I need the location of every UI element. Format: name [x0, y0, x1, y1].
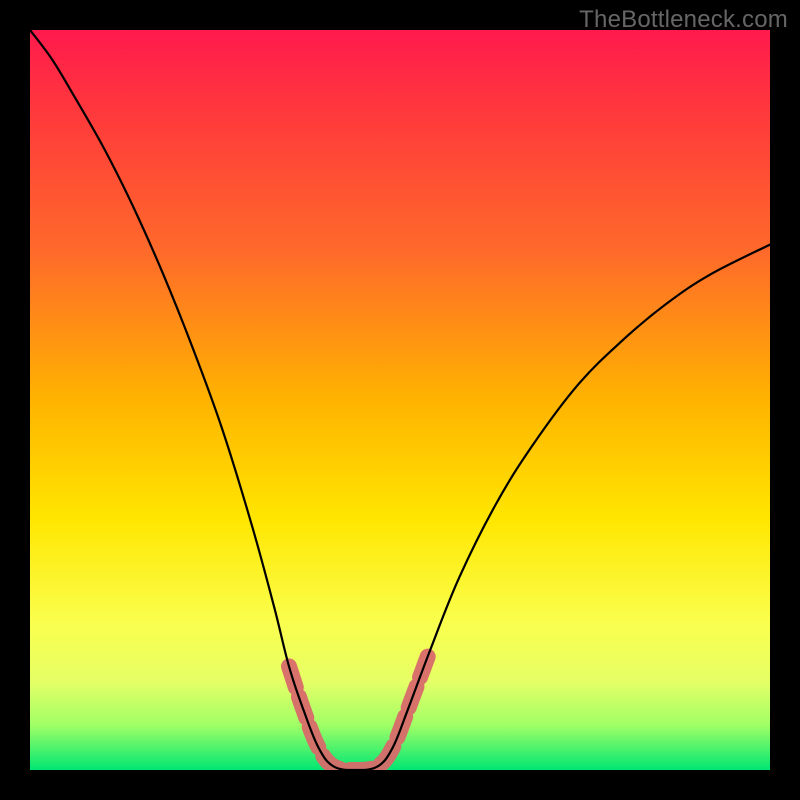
plot-background	[30, 30, 770, 770]
chart-root: TheBottleneck.com	[0, 0, 800, 800]
plot-svg	[30, 30, 770, 770]
watermark-text: TheBottleneck.com	[579, 6, 788, 34]
plot-area	[30, 30, 770, 770]
